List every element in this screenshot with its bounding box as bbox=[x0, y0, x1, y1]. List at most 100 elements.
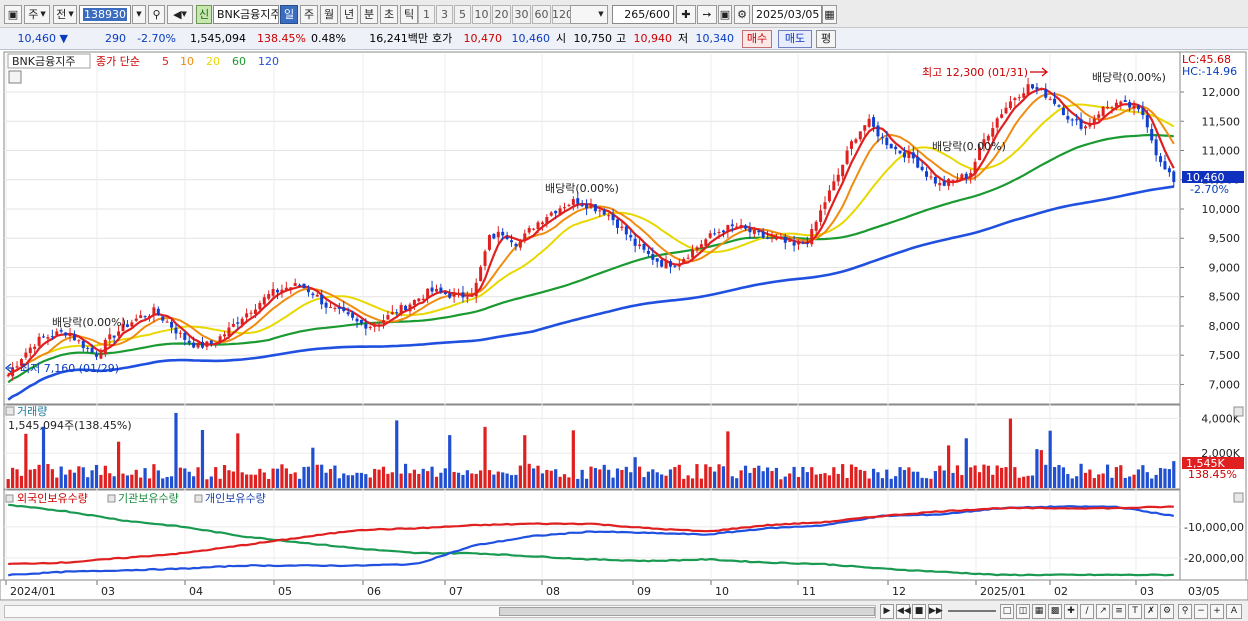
gear-icon[interactable]: ⚙ bbox=[734, 5, 750, 24]
search-icon[interactable]: ⚲ bbox=[148, 5, 165, 24]
candle-body bbox=[1004, 107, 1008, 114]
volume-bars bbox=[6, 412, 1176, 488]
candle-body bbox=[704, 239, 708, 246]
draw-tool-icon[interactable]: ➙ bbox=[697, 5, 717, 24]
interval-button[interactable]: 5 bbox=[454, 5, 471, 24]
eval-button[interactable]: 평 bbox=[816, 30, 836, 48]
scroll-thumb[interactable] bbox=[499, 607, 875, 616]
interval-button[interactable]: 20 bbox=[492, 5, 511, 24]
tile-icon[interactable]: ▩ bbox=[1048, 604, 1062, 619]
layout-icon[interactable]: ▦ bbox=[1032, 604, 1046, 619]
trend-tool-icon[interactable]: ↗ bbox=[1096, 604, 1110, 619]
timeframe-button[interactable]: 분 bbox=[360, 5, 378, 24]
holding-panel-icon[interactable] bbox=[5, 494, 14, 503]
buy-button[interactable]: 매수 bbox=[742, 30, 772, 48]
stock-code-input[interactable]: 138930 bbox=[79, 5, 131, 24]
timeframe-button[interactable]: 초 bbox=[380, 5, 398, 24]
candle-body bbox=[1013, 98, 1017, 101]
speaker-icon[interactable]: ◀ ▼ bbox=[167, 5, 193, 24]
holding-panel[interactable] bbox=[3, 489, 1181, 581]
text-tool-icon[interactable]: T bbox=[1128, 604, 1142, 619]
volume-bar bbox=[633, 457, 637, 488]
split-icon[interactable]: ◫ bbox=[1016, 604, 1030, 619]
stock-chart[interactable]: 7,0007,5008,0008,5009,0009,50010,00010,5… bbox=[0, 50, 1248, 600]
low-arrow-icon bbox=[5, 363, 14, 373]
interval-button[interactable]: 10 bbox=[472, 5, 491, 24]
zoom-in-icon[interactable]: + bbox=[1210, 604, 1224, 619]
interval-button[interactable]: 60 bbox=[532, 5, 551, 24]
rewind-icon[interactable]: ◀◀ bbox=[896, 604, 911, 619]
timeframe-button[interactable]: 일 bbox=[280, 5, 298, 24]
interval-button[interactable]: 30 bbox=[512, 5, 531, 24]
volume-bar bbox=[713, 471, 717, 488]
settings-icon[interactable]: ⚙ bbox=[1160, 604, 1174, 619]
volume-bar bbox=[112, 476, 116, 488]
timeframe-button[interactable]: 년 bbox=[340, 5, 358, 24]
fib-tool-icon[interactable]: ≡ bbox=[1112, 604, 1126, 619]
timeframe-button[interactable]: 틱 bbox=[400, 5, 418, 24]
candle-body bbox=[766, 237, 770, 239]
zoom-icon[interactable]: ✚ bbox=[676, 5, 696, 24]
volume-bar bbox=[871, 468, 876, 488]
candle-body bbox=[951, 179, 955, 181]
ma-legend-item: 5 bbox=[162, 55, 169, 68]
panel-menu-icon[interactable] bbox=[8, 70, 22, 84]
magnifier-icon[interactable]: ⚲ bbox=[1178, 604, 1192, 619]
legend-individual-icon bbox=[194, 494, 203, 503]
prev-select[interactable]: 전 ▼ bbox=[53, 5, 77, 24]
calendar-icon[interactable]: ▦ bbox=[822, 5, 837, 24]
volume-bar bbox=[779, 479, 783, 488]
save-icon[interactable]: ▣ bbox=[718, 5, 732, 24]
stop-icon[interactable]: ■ bbox=[912, 604, 926, 619]
code-dropdown-icon[interactable]: ▼ bbox=[132, 5, 146, 24]
price-panel[interactable] bbox=[3, 51, 1181, 405]
sell-button[interactable]: 매도 bbox=[778, 30, 812, 48]
volume-close-icon[interactable] bbox=[1233, 406, 1244, 417]
erase-icon[interactable]: ✗ bbox=[1144, 604, 1158, 619]
interval-button[interactable]: 3 bbox=[436, 5, 453, 24]
holding-tick-label: -20,000,00 bbox=[1184, 552, 1244, 565]
date-field[interactable]: 2025/03/05 bbox=[752, 5, 822, 24]
volume-bar bbox=[448, 435, 452, 488]
chevron-down-icon: ▼ bbox=[40, 10, 46, 18]
window-icon[interactable]: □ bbox=[1000, 604, 1014, 619]
period-select[interactable]: 주 ▼ bbox=[24, 5, 50, 24]
x-tick-label: 12 bbox=[892, 585, 906, 598]
candle-body bbox=[33, 346, 37, 349]
volume-panel-icon[interactable] bbox=[5, 406, 15, 416]
auto-scale-icon[interactable]: A bbox=[1226, 604, 1242, 619]
interval-button[interactable]: 120 bbox=[552, 5, 573, 24]
candle-body bbox=[200, 341, 204, 348]
candle-body bbox=[165, 321, 169, 323]
zoom-slider[interactable] bbox=[948, 610, 996, 612]
blank-select[interactable]: ▼ bbox=[570, 5, 608, 24]
line-tool-icon[interactable]: ∕ bbox=[1080, 604, 1094, 619]
candle-body bbox=[117, 331, 121, 336]
candle-body bbox=[377, 324, 381, 326]
volume-bar bbox=[1070, 478, 1074, 488]
volume-bar bbox=[289, 473, 293, 488]
volume-bar bbox=[320, 464, 324, 488]
volume-bar bbox=[426, 471, 430, 488]
scroll-track[interactable] bbox=[4, 605, 876, 618]
volume-bar bbox=[417, 473, 421, 488]
volume-current-tag: 1,545K bbox=[1186, 457, 1225, 470]
volume-bar bbox=[584, 478, 589, 488]
zoom-out-icon[interactable]: − bbox=[1194, 604, 1208, 619]
new-badge[interactable]: 신 bbox=[196, 5, 212, 24]
forward-icon[interactable]: ▶▶ bbox=[928, 604, 943, 619]
interval-button[interactable]: 1 bbox=[418, 5, 435, 24]
volume-bar bbox=[545, 469, 549, 488]
crosshair-icon[interactable]: ✚ bbox=[1064, 604, 1078, 619]
scroll-right-icon[interactable]: ▶ bbox=[880, 604, 894, 619]
holding-close-icon[interactable] bbox=[1233, 492, 1244, 503]
candle-body bbox=[1145, 115, 1149, 128]
candle-body bbox=[147, 315, 151, 319]
timeframe-button[interactable]: 주 bbox=[300, 5, 318, 24]
chart-menu-icon[interactable]: ▣ bbox=[4, 5, 22, 24]
volume-bar bbox=[1008, 418, 1013, 488]
timeframe-button[interactable]: 월 bbox=[320, 5, 338, 24]
volume-bar bbox=[487, 470, 492, 488]
bar-count-field[interactable]: 265/600 bbox=[612, 5, 674, 24]
